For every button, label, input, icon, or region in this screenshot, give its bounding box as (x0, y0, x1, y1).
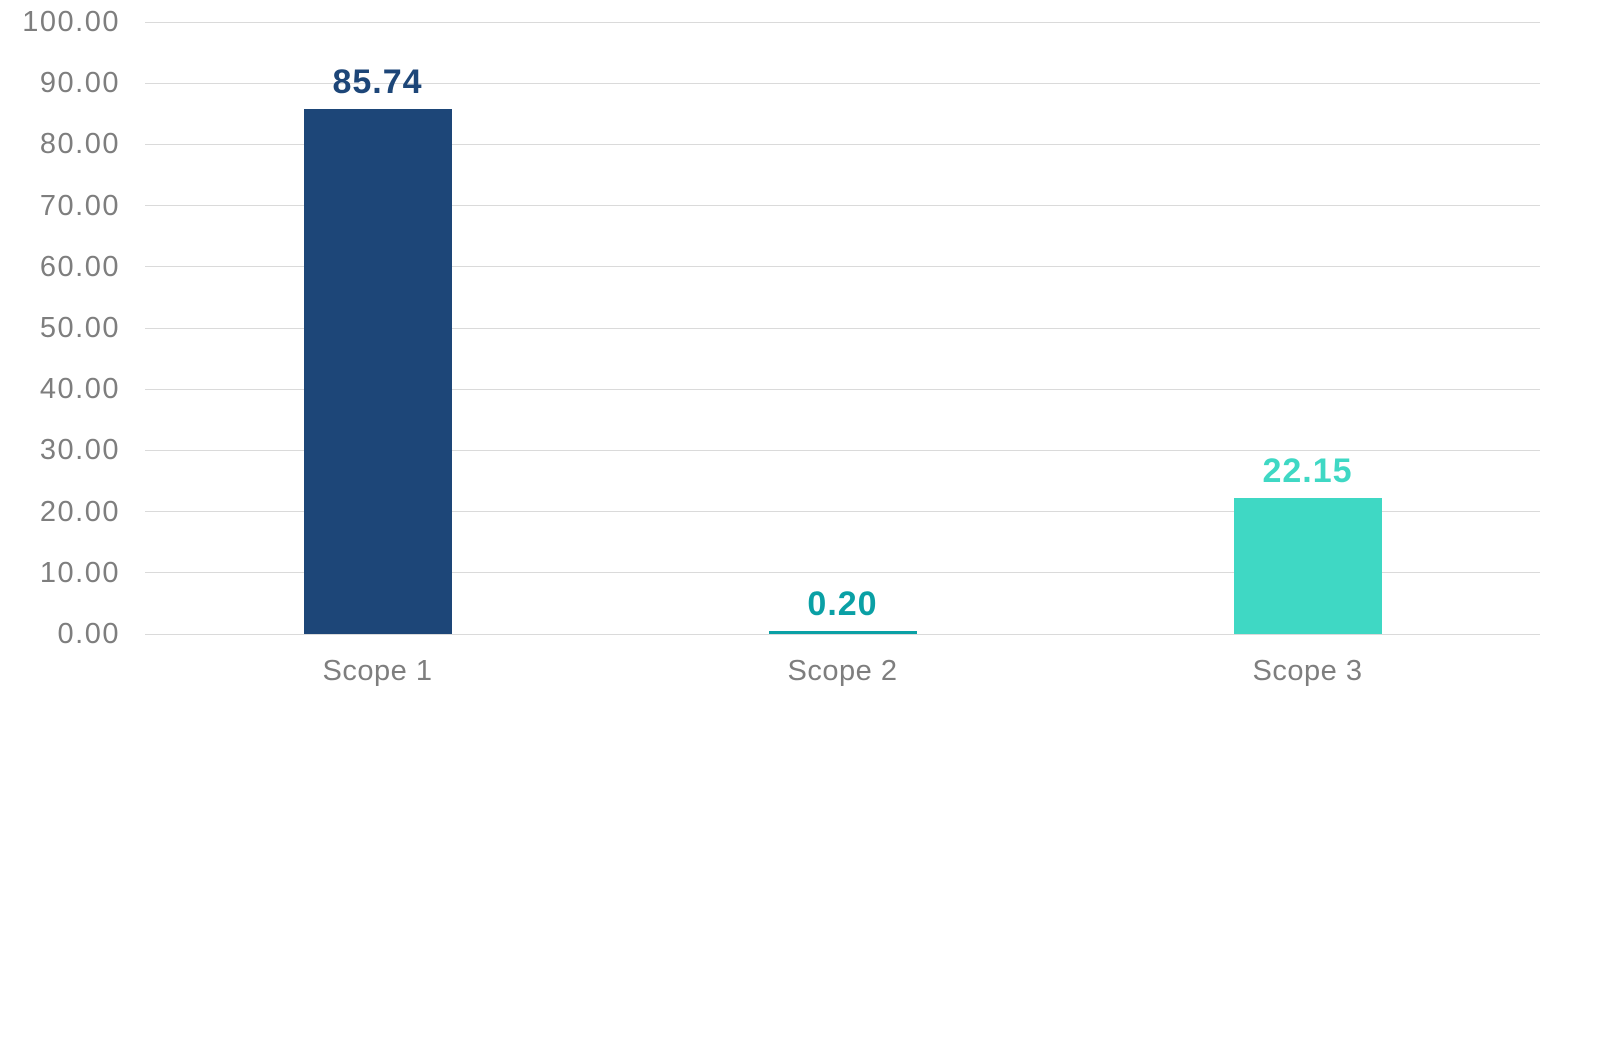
gridline (145, 449, 1540, 451)
gridline (145, 572, 1540, 574)
y-axis-tick-label: 70.00 (39, 189, 120, 222)
gridline (145, 633, 1540, 635)
x-axis-category-label-scope-3: Scope 3 (1252, 655, 1363, 687)
bar-value-label-scope-2: 0.20 (807, 585, 878, 623)
bar-value-label-scope-3: 22.15 (1262, 452, 1353, 491)
gridline (145, 82, 1540, 84)
gridline (145, 266, 1540, 268)
y-axis-tick-label: 20.00 (39, 495, 120, 528)
gridline (145, 205, 1540, 207)
gridline (145, 143, 1540, 145)
y-axis-tick-label: 60.00 (39, 250, 120, 283)
y-axis-tick-label: 30.00 (39, 434, 120, 467)
y-axis-tick-label: 100.00 (22, 6, 120, 38)
bar-value-label-scope-1: 85.74 (332, 63, 423, 102)
gridline (145, 388, 1540, 390)
y-axis-tick-label: 0.00 (57, 618, 120, 650)
bar-scope-1[interactable] (303, 109, 452, 634)
x-axis-category-label-scope-2: Scope 2 (787, 655, 898, 687)
y-axis-tick-label: 10.00 (39, 556, 120, 589)
gridline (145, 511, 1540, 513)
y-axis-tick-label: 90.00 (39, 67, 120, 100)
bar-scope-2[interactable] (768, 631, 917, 634)
x-axis-category-label-scope-1: Scope 1 (322, 655, 433, 687)
bar-scope-3[interactable] (1233, 498, 1382, 634)
y-axis-tick-label: 80.00 (39, 128, 120, 161)
gridline (145, 21, 1540, 23)
y-axis-tick-label: 50.00 (39, 312, 120, 344)
y-axis-tick-label: 40.00 (39, 373, 120, 406)
gridline (145, 327, 1540, 329)
